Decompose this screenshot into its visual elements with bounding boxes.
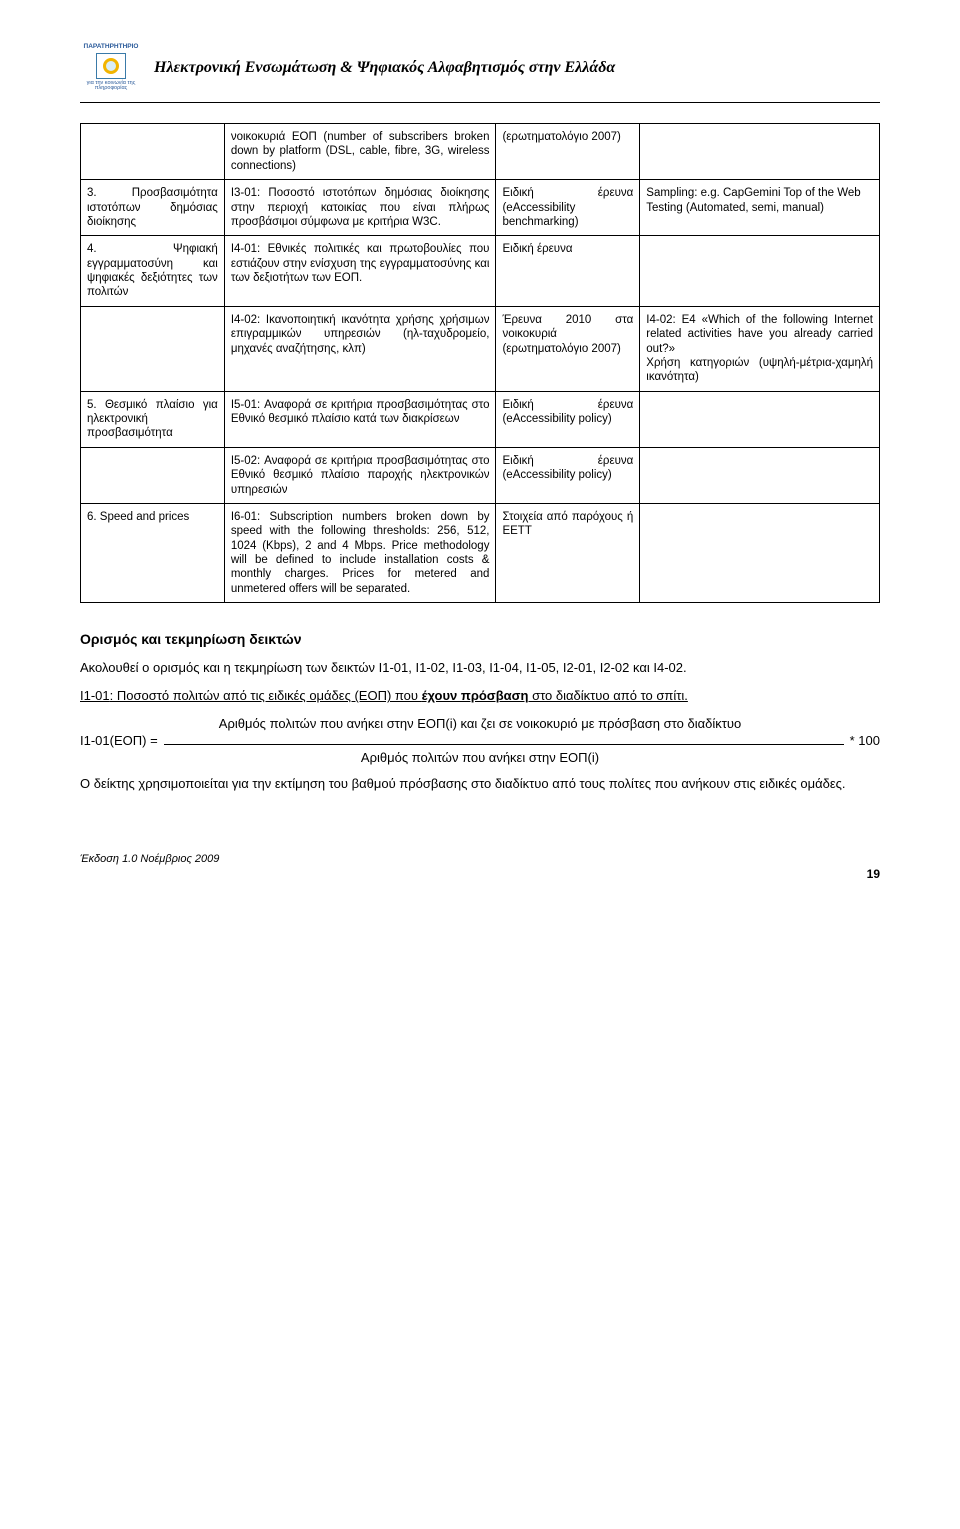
page-footer: Έκδοση 1.0 Νοέμβριος 2009 19 [80,853,880,881]
cell: Στοιχεία από παρόχους ή ΕΕΤΤ [496,503,640,602]
cell: Έρευνα 2010 στα νοικοκυριά (ερωτηματολόγ… [496,306,640,391]
indicator-rest: : Ποσοστό πολιτών από τις ειδικές ομάδες… [110,688,422,703]
table-body: νοικοκυριά ΕΟΠ (number of subscribers br… [81,124,880,603]
page: ΠΑΡΑΤΗΡΗΤΗΡΙΟ για την κοινωνία της πληρο… [0,0,960,921]
formula-denominator: Αριθμός πολιτών που ανήκει στην ΕΟΠ(i) [80,750,880,765]
table-row: I5-02: Αναφορά σε κριτήρια προσβασιμότητ… [81,447,880,503]
cell: Ειδική έρευνα (eAccessibility policy) [496,447,640,503]
cell: I3-01: Ποσοστό ιστοτόπων δημόσιας διοίκη… [224,180,496,236]
table-row: 3. Προσβασιμότητα ιστοτόπων δημόσιας διο… [81,180,880,236]
table-row: νοικοκυριά ΕΟΠ (number of subscribers br… [81,124,880,180]
cell: 3. Προσβασιμότητα ιστοτόπων δημόσιας διο… [81,180,225,236]
cell: I4-02: E4 «Which of the following Intern… [640,306,880,391]
formula-numerator: Αριθμός πολιτών που ανήκει στην ΕΟΠ(i) κ… [80,716,880,731]
cell: 6. Speed and prices [81,503,225,602]
section-intro: Ακολουθεί ο ορισμός και η τεκμηρίωση των… [80,659,880,677]
logo: ΠΑΡΑΤΗΡΗΤΗΡΙΟ για την κοινωνία της πληρο… [80,40,142,96]
cell: 4. Ψηφιακή εγγραμματοσύνη και ψηφιακές δ… [81,236,225,307]
cell: νοικοκυριά ΕΟΠ (number of subscribers br… [224,124,496,180]
logo-ring-icon [103,58,119,74]
cell [81,306,225,391]
indicator-label: I1-01 [80,688,110,703]
table-row: 5. Θεσμικό πλαίσιο για ηλεκτρονική προσβ… [81,391,880,447]
cell: Ειδική έρευνα (eAccessibility policy) [496,391,640,447]
formula-row: I1-01(ΕΟΠ) = * 100 [80,733,880,748]
cell [640,124,880,180]
cell [81,124,225,180]
section-heading: Ορισμός και τεκμηρίωση δεικτών [80,631,880,647]
cell [640,503,880,602]
logo-bottom-text: για την κοινωνία της πληροφορίας [80,81,142,92]
cell: I6-01: Subscription numbers broken down … [224,503,496,602]
indicator-tail: στο διαδίκτυο από το σπίτι. [528,688,687,703]
logo-icon [96,53,126,79]
cell: (ερωτηματολόγιο 2007) [496,124,640,180]
cell: I4-01: Εθνικές πολιτικές και πρωτοβουλίε… [224,236,496,307]
cell: 5. Θεσμικό πλαίσιο για ηλεκτρονική προσβ… [81,391,225,447]
indicator-i101-def: I1-01: Ποσοστό πολιτών από τις ειδικές ο… [80,687,880,705]
indicators-table: νοικοκυριά ΕΟΠ (number of subscribers br… [80,123,880,603]
indicator-closing: Ο δείκτης χρησιμοποιείται για την εκτίμη… [80,775,880,793]
formula-lhs: I1-01(ΕΟΠ) = [80,733,158,748]
formula-divider-line [164,744,844,745]
cell: I4-02: Ικανοποιητική ικανότητα χρήσης χρ… [224,306,496,391]
cell [640,447,880,503]
cell [640,391,880,447]
formula-block: Αριθμός πολιτών που ανήκει στην ΕΟΠ(i) κ… [80,716,880,765]
cell: I5-01: Αναφορά σε κριτήρια προσβασιμότητ… [224,391,496,447]
logo-top-text: ΠΑΡΑΤΗΡΗΤΗΡΙΟ [84,44,139,51]
page-number: 19 [80,867,880,881]
indicator-bold: έχουν πρόσβαση [422,688,529,703]
formula-rhs: * 100 [850,733,880,748]
cell: I5-02: Αναφορά σε κριτήρια προσβασιμότητ… [224,447,496,503]
cell [640,236,880,307]
page-header: ΠΑΡΑΤΗΡΗΤΗΡΙΟ για την κοινωνία της πληρο… [80,40,880,103]
edition-text: Έκδοση 1.0 Νοέμβριος 2009 [80,853,880,865]
cell: Sampling: e.g. CapGemini Top of the Web … [640,180,880,236]
document-title: Ηλεκτρονική Ενσωμάτωση & Ψηφιακός Αλφαβη… [154,59,615,77]
table-row: 6. Speed and prices I6-01: Subscription … [81,503,880,602]
cell [81,447,225,503]
table-row: I4-02: Ικανοποιητική ικανότητα χρήσης χρ… [81,306,880,391]
table-row: 4. Ψηφιακή εγγραμματοσύνη και ψηφιακές δ… [81,236,880,307]
cell: Ειδική έρευνα [496,236,640,307]
cell: Ειδική έρευνα (eAccessibility benchmarki… [496,180,640,236]
